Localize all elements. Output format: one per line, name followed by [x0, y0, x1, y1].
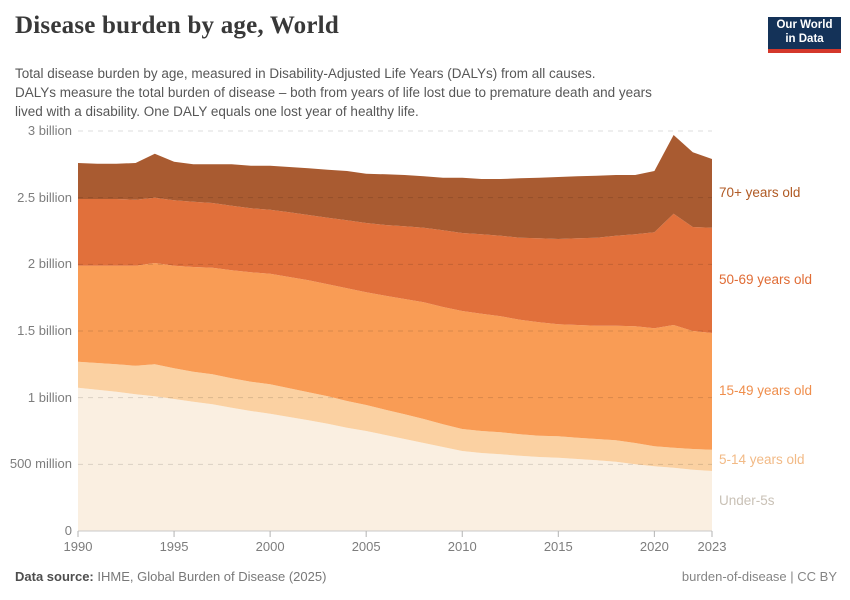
series-label-15-49-years-old[interactable]: 15-49 years old	[719, 383, 813, 399]
area-50-69-years-old[interactable]	[78, 197, 712, 333]
series-label-5-14-years-old[interactable]: 5-14 years old	[719, 452, 805, 468]
area-5-14-years-old[interactable]	[78, 361, 712, 471]
license-link[interactable]: burden-of-disease | CC BY	[681, 569, 837, 584]
series-label-under-5s[interactable]: Under-5s	[719, 493, 775, 508]
series-label-50-69-years-old[interactable]: 50-69 years old	[719, 272, 813, 288]
chart-subtitle: Total disease burden by age, measured in…	[15, 64, 735, 121]
area-70plus-years-old[interactable]	[78, 135, 712, 239]
subtitle-line-1: Total disease burden by age, measured in…	[15, 66, 596, 81]
series-label-70plus-years-old[interactable]: 70+ years old	[719, 185, 801, 201]
owid-logo-line-2: in Data	[785, 32, 824, 45]
subtitle-line-2: DALYs measure the total burden of diseas…	[15, 85, 652, 100]
subtitle-line-3: lived with a disability. One DALY equals…	[15, 104, 419, 119]
data-source-text: IHME, Global Burden of Disease (2025)	[93, 569, 327, 584]
area-15-49-years-old[interactable]	[78, 263, 712, 450]
data-source-label: Data source:	[15, 569, 94, 584]
owid-logo[interactable]: Our World in Data	[768, 17, 841, 53]
chart-title: Disease burden by age, World	[15, 12, 339, 39]
chart-footer: Data source: IHME, Global Burden of Dise…	[15, 569, 837, 584]
data-source: Data source: IHME, Global Burden of Dise…	[15, 569, 326, 584]
area-under-5s[interactable]	[78, 387, 712, 531]
owid-logo-line-1: Our World	[776, 19, 833, 31]
